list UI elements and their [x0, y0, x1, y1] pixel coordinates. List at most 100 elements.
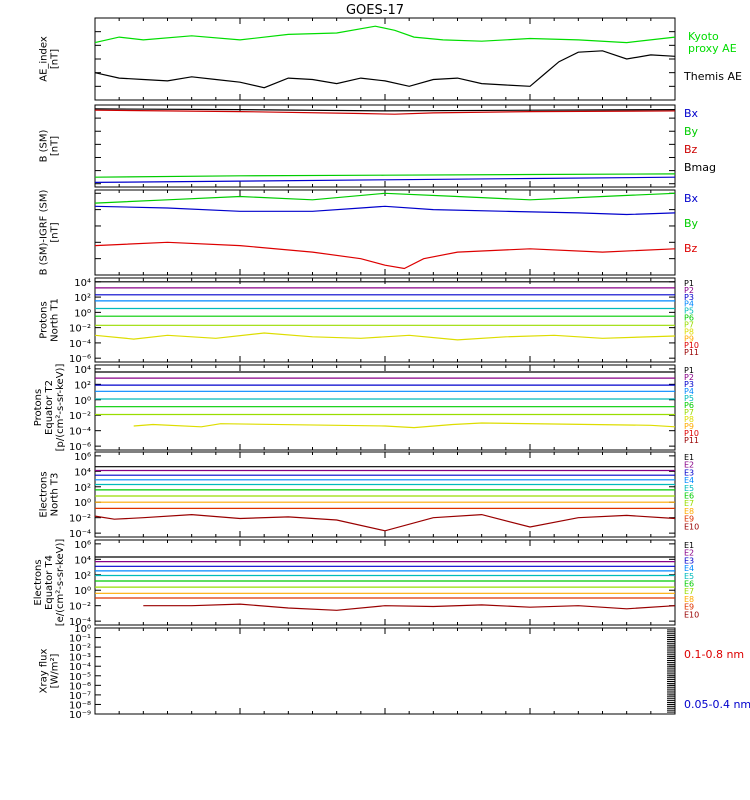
series-line-themis-ae [94, 50, 676, 89]
y-tick-label: 10⁻⁴ [69, 617, 91, 628]
y-tick-label: 10⁻⁶ [69, 442, 91, 453]
legend-label: P9 [684, 422, 694, 431]
panel-frame [94, 17, 676, 101]
legend-label: P6 [684, 401, 694, 410]
legend-label: P8 [684, 415, 694, 424]
legend-label: P7 [684, 320, 694, 329]
y-tick-label: 10⁻⁴ [69, 529, 91, 540]
y-tick-label: 10⁻⁶ [69, 681, 91, 692]
legend-label: E4 [684, 476, 694, 485]
legend-label: P2 [684, 373, 694, 382]
legend-label: E7 [684, 499, 694, 508]
panel-frame [94, 627, 676, 715]
panel-frame [94, 189, 676, 276]
legend-label: E8 [684, 595, 694, 604]
legend-label: Bx [684, 107, 699, 120]
legend-label: proxy AE [688, 42, 737, 55]
legend-label: Bz [684, 143, 698, 156]
legend-label: P5 [684, 394, 694, 403]
y-axis-title: [nT] [50, 222, 61, 242]
y-axis-title: AE_index [39, 36, 50, 82]
y-tick-label: 10⁴ [74, 278, 91, 289]
legend-label: E3 [684, 468, 694, 477]
y-tick-label: 10⁰ [74, 308, 91, 319]
legend-label: E1 [684, 541, 694, 550]
legend-label: P11 [684, 348, 699, 357]
legend-label: P5 [684, 307, 694, 316]
legend-label: P2 [684, 286, 694, 295]
legend-label: E6 [684, 580, 694, 589]
legend-label: P4 [684, 387, 694, 396]
y-tick-label: 10⁰ [74, 586, 91, 597]
legend-label: E5 [684, 484, 694, 493]
y-axis-title: Protons [39, 301, 50, 338]
legend-label: Kyoto [688, 30, 719, 43]
y-tick-label: 10⁻⁴ [69, 427, 91, 438]
y-tick-label: 10⁶ [74, 540, 91, 551]
legend-label: P1 [684, 366, 694, 375]
y-axis-title: North T1 [50, 298, 61, 342]
y-tick-label: 10² [74, 571, 91, 582]
legend-label: P8 [684, 327, 694, 336]
series-line-by [94, 192, 676, 204]
y-axis-title: North T3 [50, 473, 61, 517]
y-axis-title: Xray flux [39, 649, 50, 694]
legend-label: E6 [684, 492, 694, 501]
legend-label: E8 [684, 507, 694, 516]
legend-label: Bz [684, 242, 698, 255]
legend-label: P1 [684, 279, 694, 288]
y-tick-label: 10² [74, 483, 91, 494]
panel-frame [94, 277, 676, 363]
legend-label: E3 [684, 556, 694, 565]
y-tick-label: 10⁰ [74, 624, 91, 635]
y-tick-label: 10² [74, 293, 91, 304]
y-tick-label: 10⁻³ [69, 653, 91, 664]
y-tick-label: 10⁻⁴ [69, 662, 91, 673]
y-axis-title: Protons [33, 389, 44, 426]
y-axis-title: [nT] [50, 49, 61, 69]
y-tick-label: 10⁴ [74, 555, 91, 566]
y-axis-title: [nT] [50, 136, 61, 156]
y-tick-label: 10⁻² [69, 602, 91, 613]
legend-label: P9 [684, 334, 694, 343]
legend-label: P10 [684, 429, 699, 438]
legend-label: P6 [684, 314, 694, 323]
panel-frame [94, 539, 676, 626]
legend-label: E2 [684, 461, 694, 470]
y-tick-label: 10⁴ [74, 365, 91, 376]
legend-label: P11 [684, 436, 699, 445]
series-line-p8 [133, 422, 676, 429]
legend-label: P10 [684, 341, 699, 350]
y-axis-title: [p/(cm²-s-sr-keV)] [55, 364, 66, 452]
legend-label: 0.1-0.8 nm [684, 648, 744, 661]
y-tick-label: 10⁶ [74, 452, 91, 463]
y-tick-label: 10⁻⁵ [69, 672, 91, 683]
y-tick-label: 10⁻⁴ [69, 339, 91, 350]
series-line-bz [94, 241, 676, 270]
y-tick-label: 10⁰ [74, 396, 91, 407]
y-axis-title: B (SM) [39, 129, 50, 162]
legend-label: Bmag [684, 161, 716, 174]
y-tick-label: 10⁻² [69, 643, 91, 654]
legend-label: 0.05-0.4 nm [684, 698, 750, 711]
y-tick-label: 10⁰ [74, 498, 91, 509]
legend-label: P4 [684, 300, 694, 309]
series-line-p8 [94, 332, 676, 341]
legend-label: E9 [684, 603, 694, 612]
y-axis-title: [W/m²] [50, 653, 61, 688]
y-tick-label: 10⁴ [74, 467, 91, 478]
series-line-e10 [94, 513, 676, 532]
series-line-by [94, 173, 676, 178]
y-axis-title: B (SM)-IGRF (SM) [39, 190, 50, 276]
y-axis-title: Electrons [33, 559, 44, 605]
series-line-kyoto-proxy-ae [94, 25, 676, 44]
y-tick-label: 10⁻² [69, 411, 91, 422]
y-tick-label: 10⁻⁷ [69, 691, 91, 702]
legend-label: E10 [684, 522, 699, 531]
legend-label: E7 [684, 587, 694, 596]
figure-title: GOES-17 [346, 3, 404, 18]
legend-label: E5 [684, 572, 694, 581]
series-line-bz [94, 109, 676, 115]
legend-label: E9 [684, 515, 694, 524]
